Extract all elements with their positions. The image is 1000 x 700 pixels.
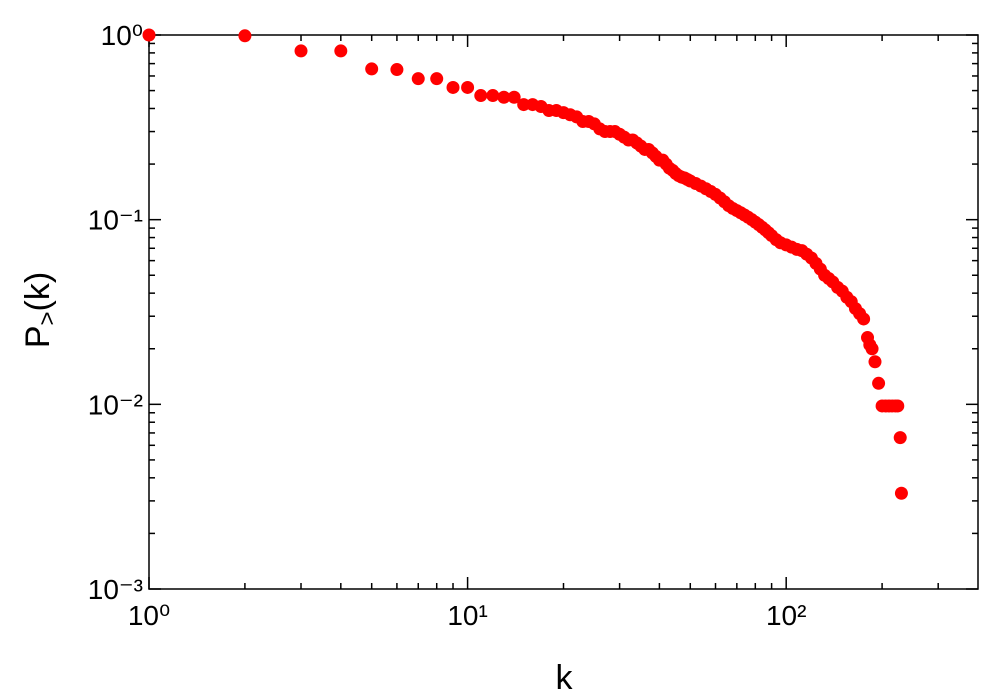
point bbox=[497, 90, 511, 104]
y-tick-label: 10⁰ bbox=[101, 20, 143, 51]
y-label-arg: (k) bbox=[19, 272, 57, 312]
point bbox=[365, 62, 379, 76]
point bbox=[891, 399, 905, 413]
point bbox=[474, 89, 488, 103]
point bbox=[334, 44, 348, 58]
y-tick-label: 10⁻² bbox=[88, 389, 143, 420]
point bbox=[446, 80, 460, 94]
y-tick-label: 10⁻¹ bbox=[88, 205, 143, 236]
point bbox=[507, 90, 521, 104]
point bbox=[390, 63, 404, 77]
point bbox=[461, 80, 475, 94]
y-axis-label: P>(k) bbox=[19, 272, 61, 348]
x-axis-label: k bbox=[556, 659, 574, 697]
y-label-base: P bbox=[19, 325, 57, 348]
point bbox=[294, 44, 308, 58]
plot-frame bbox=[148, 34, 979, 590]
point bbox=[868, 355, 882, 369]
point bbox=[411, 72, 425, 86]
point bbox=[872, 376, 886, 390]
x-tick-label: 10¹ bbox=[447, 600, 487, 631]
point bbox=[894, 486, 908, 500]
point bbox=[238, 29, 252, 43]
point bbox=[142, 28, 156, 42]
x-tick-label: 10² bbox=[766, 600, 806, 631]
point bbox=[857, 312, 871, 326]
point bbox=[893, 431, 907, 445]
y-label-subscript: > bbox=[34, 311, 61, 325]
x-tick-label: 10⁰ bbox=[128, 600, 170, 631]
point bbox=[486, 89, 500, 103]
y-tick-label: 10⁻³ bbox=[88, 574, 143, 605]
point bbox=[517, 98, 531, 112]
point bbox=[430, 72, 444, 86]
point bbox=[865, 342, 879, 356]
